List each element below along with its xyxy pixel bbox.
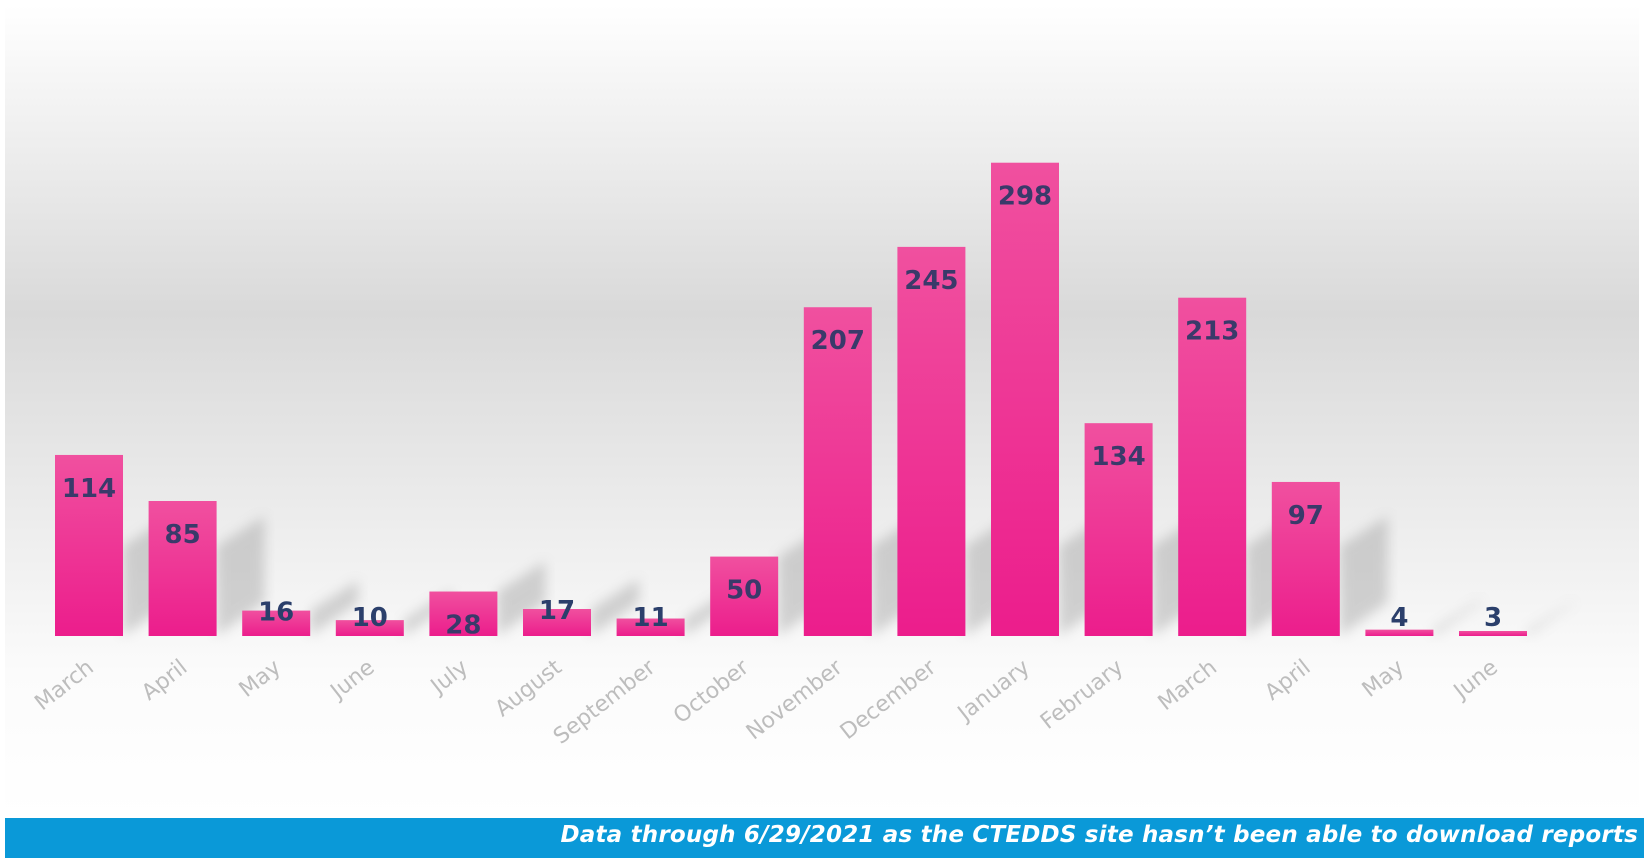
- value-label: 298: [998, 182, 1052, 212]
- bar-shadow: [591, 579, 639, 636]
- bar-july-4: [429, 591, 498, 636]
- bars-group: [55, 162, 1527, 637]
- bar-november-8: [803, 307, 872, 636]
- value-label: 4: [1390, 603, 1408, 633]
- value-label: 85: [165, 520, 201, 550]
- bar-march-12: [1178, 297, 1247, 636]
- bar-april-1: [148, 501, 217, 636]
- bar-september-6: [616, 618, 685, 636]
- bar-shadow: [216, 516, 265, 636]
- bar-january-10: [991, 162, 1059, 637]
- value-label: 3: [1484, 603, 1502, 633]
- value-label: 50: [726, 576, 762, 606]
- value-label: 16: [258, 598, 294, 628]
- value-label: 10: [352, 603, 388, 633]
- bar-shadow: [1527, 601, 1575, 636]
- bar-june-3: [335, 620, 404, 636]
- bar-february-11: [1084, 423, 1153, 636]
- value-labels-group: 114 85 16 10 28 17 11 50 207 245 298 134 213 97 4 3: [62, 182, 1502, 641]
- value-label: 245: [904, 266, 958, 296]
- bar-august-5: [523, 609, 591, 636]
- value-label: 207: [811, 326, 865, 356]
- bar-april-13: [1271, 481, 1340, 636]
- bar-shadow: [310, 580, 359, 636]
- bar-march-0: [55, 454, 123, 636]
- bar-october-7: [710, 556, 779, 636]
- footer-banner: Data through 6/29/2021 as the CTEDDS sit…: [5, 818, 1644, 858]
- value-label: 134: [1091, 442, 1145, 472]
- bar-shadow: [1433, 599, 1482, 636]
- value-label: 213: [1185, 317, 1239, 347]
- footer-note: Data through 6/29/2021 as the CTEDDS sit…: [560, 822, 1638, 848]
- bar-shadow: [1339, 516, 1388, 636]
- value-label: 114: [62, 474, 116, 504]
- value-label: 11: [633, 603, 669, 633]
- value-label: 97: [1288, 501, 1324, 531]
- value-label: 17: [539, 596, 575, 626]
- bar-shadow: [497, 561, 546, 636]
- bar-december-9: [897, 246, 966, 636]
- value-label: 28: [445, 611, 481, 641]
- bar-june-15: [1459, 631, 1527, 636]
- bar-may-2: [242, 610, 311, 636]
- bar-may-14: [1365, 629, 1434, 636]
